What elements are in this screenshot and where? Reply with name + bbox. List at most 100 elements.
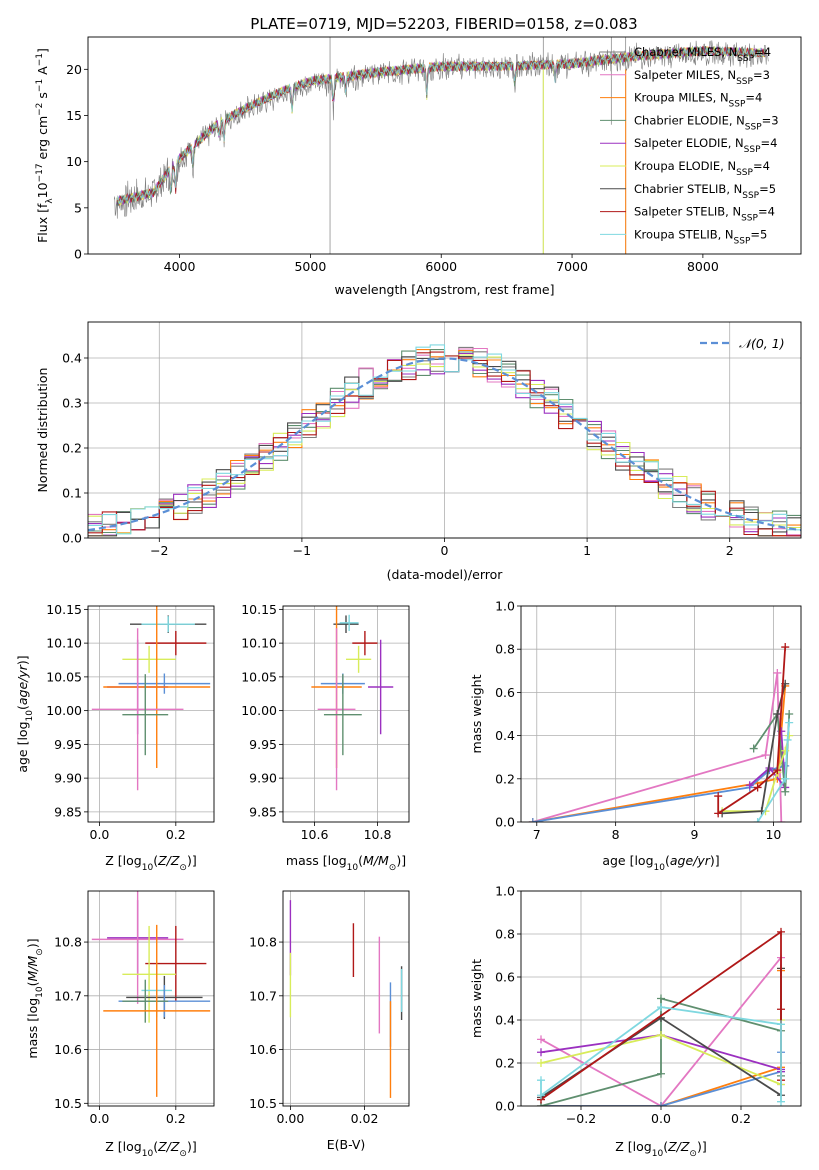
y-tick-label: 10.15 — [46, 602, 82, 617]
x-tick-label: 0.0 — [90, 827, 110, 842]
legend-entry: Chabrier ELODIE, NSSP=3 — [634, 113, 779, 132]
mass-weight-marker — [783, 735, 792, 744]
y-tick-label: 10 — [66, 154, 82, 169]
y-tick-label: 0.0 — [495, 815, 515, 830]
mass-weight-marker — [781, 746, 790, 755]
y-tick-label: 0.2 — [495, 1056, 515, 1071]
y-tick-label: 10.7 — [249, 988, 277, 1003]
x-tick-label: −1 — [293, 543, 311, 558]
mass-weight-marker — [537, 1091, 545, 1100]
legend-entry: Salpeter STELIB, NSSP=4 — [634, 205, 775, 224]
y-tick-label: 0.4 — [495, 728, 515, 743]
y-tick-label: 10.6 — [249, 1042, 277, 1057]
mass-weight-marker — [785, 731, 794, 740]
mass-weight-marker — [657, 1003, 665, 1012]
mass-vs-metallicity-plot: 0.0 0.2 10.5 10.6 10.7 10.8 Z [log10(Z/Z⊙)] mas… — [25, 890, 215, 1159]
y-tick-label: 1.0 — [495, 599, 515, 614]
legend-entry: 𝒩(0, 1) — [739, 336, 785, 351]
y-axis-label: mass weight — [469, 674, 484, 753]
y-tick-label: 10.05 — [46, 669, 82, 684]
plot-area — [113, 37, 769, 254]
plot-area — [528, 643, 794, 822]
x-tick-label: 8000 — [687, 259, 719, 274]
legend-entry: Salpeter MILES, NSSP=3 — [634, 68, 770, 87]
y-tick-label: 0.3 — [62, 396, 82, 411]
axes-frame — [87, 36, 802, 255]
x-axis-label: Z [log10(Z/Z⊙)] — [105, 1139, 196, 1159]
legend-entry: Kroupa ELODIE, NSSP=4 — [634, 159, 770, 178]
y-tick-label: 9.90 — [249, 771, 277, 786]
y-tick-label: 5 — [74, 200, 82, 215]
mass-weight-marker — [773, 668, 782, 677]
y-axis-label: age [log10(age/yr)] — [15, 655, 35, 772]
mass-weight-marker — [714, 809, 723, 818]
y-axis-label: mass weight — [469, 959, 484, 1038]
axes-frame — [282, 605, 410, 823]
x-tick-label: 5000 — [294, 259, 326, 274]
x-axis-label: mass [log10(M/M⊙)] — [286, 853, 406, 873]
y-tick-label: 10.8 — [54, 935, 82, 950]
legend-entry: Salpeter ELODIE, NSSP=4 — [634, 136, 777, 155]
y-tick-label: 9.85 — [249, 804, 277, 819]
y-tick-label: 0.4 — [62, 351, 82, 366]
mass-weight-marker — [714, 792, 723, 801]
mass-weight-marker — [781, 643, 790, 652]
mass-weight-marker — [753, 818, 762, 822]
x-axis-label: age [log10(age/yr)] — [602, 853, 719, 873]
y-axis-label: Flux [fλ10−17 erg cm−2 s−1 A−1] — [35, 48, 55, 243]
spectrum-plot: 4000 5000 6000 7000 8000 0 5 10 15 20 wavelength [… — [35, 36, 802, 297]
y-tick-label: 0.8 — [495, 642, 515, 657]
axes-frame — [87, 605, 215, 823]
y-tick-label: 10.5 — [54, 1096, 82, 1111]
x-tick-label: 0.0 — [90, 1111, 110, 1126]
mass-weight-marker — [657, 1031, 665, 1040]
y-tick-label: 10.10 — [46, 636, 82, 651]
plot-area — [289, 900, 403, 1098]
y-tick-label: 10.00 — [46, 703, 82, 718]
y-tick-label: 0.4 — [495, 1013, 515, 1028]
mass-weight-marker — [785, 710, 794, 718]
legend-entry: Kroupa STELIB, NSSP=5 — [634, 227, 767, 246]
x-tick-label: −0.2 — [566, 1111, 596, 1126]
y-tick-label: 0.2 — [495, 771, 515, 786]
x-axis-label: Z [log10(Z/Z⊙)] — [615, 1139, 706, 1159]
y-tick-label: 10.5 — [249, 1096, 277, 1111]
x-tick-label: 0.02 — [351, 1111, 379, 1126]
axes-frame — [520, 605, 802, 823]
gaussian-reference-curve — [88, 357, 801, 532]
mass-weight-marker — [657, 1102, 665, 1106]
mass-weight-marker — [537, 1076, 545, 1085]
x-tick-label: 4000 — [164, 259, 196, 274]
mass-weight-marker — [785, 718, 794, 727]
weight-vs-age-plot: 7 8 9 10 0.0 0.2 0.4 0.6 0.8 1.0 mass weight age [l… — [469, 599, 802, 873]
mass-weight-marker — [777, 1020, 785, 1029]
x-tick-label: 1 — [583, 543, 591, 558]
legend-entry: Chabrier MILES, NSSP=4 — [634, 45, 771, 64]
plot-area — [91, 606, 211, 791]
x-tick-label: 0 — [441, 543, 449, 558]
legend-entry: Chabrier STELIB, NSSP=5 — [634, 182, 776, 201]
x-tick-label: 7 — [533, 827, 541, 842]
y-tick-label: 20 — [66, 62, 82, 77]
age-vs-metallicity-plot: 0.0 0.2 9.85 9.90 9.95 10.00 10.05 10.10 10.15 Z … — [15, 602, 215, 873]
mass-weight-marker — [777, 927, 785, 936]
plot-area — [537, 927, 785, 1106]
x-axis-label: wavelength [Angstrom, rest frame] — [334, 282, 554, 297]
x-tick-label: 6000 — [425, 259, 457, 274]
mass-weight-marker — [657, 1069, 665, 1078]
x-tick-label: 2 — [726, 543, 734, 558]
mass-weight-marker — [537, 1048, 545, 1057]
plot-area — [88, 344, 801, 537]
x-tick-label: 10 — [765, 827, 781, 842]
x-tick-label: 0.2 — [166, 1111, 186, 1126]
x-tick-label: −2 — [150, 543, 168, 558]
mass-weight-line — [749, 731, 787, 791]
y-tick-label: 0.6 — [495, 685, 515, 700]
legend-entry: Kroupa MILES, NSSP=4 — [634, 91, 762, 110]
plot-area — [311, 606, 394, 791]
mass-weight-marker — [777, 818, 786, 822]
y-tick-label: 10.6 — [54, 1042, 82, 1057]
mass-weight-line — [756, 722, 791, 822]
mass-weight-marker — [773, 766, 782, 775]
